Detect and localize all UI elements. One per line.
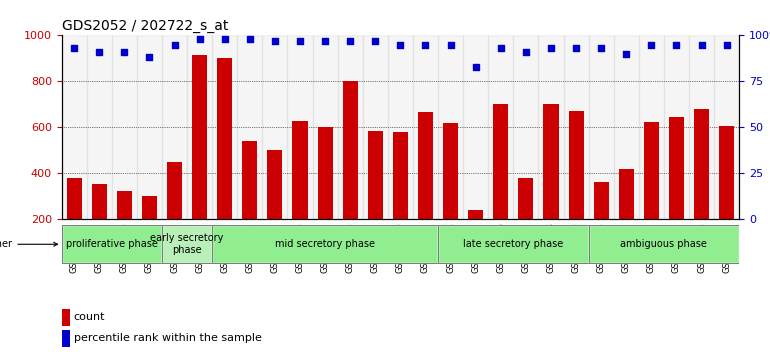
Point: [169, 42, 181, 47]
Bar: [343, 81, 358, 219]
Bar: [62, 309, 70, 326]
Bar: [644, 122, 659, 219]
Bar: [488, 35, 514, 219]
Bar: [614, 35, 639, 219]
Bar: [538, 35, 564, 219]
Bar: [468, 210, 484, 219]
FancyBboxPatch shape: [162, 225, 213, 263]
Text: other: other: [0, 239, 58, 249]
Bar: [62, 330, 70, 347]
Bar: [192, 55, 207, 219]
Point: [319, 38, 331, 44]
Point: [344, 38, 357, 44]
Bar: [689, 35, 714, 219]
Bar: [167, 162, 182, 219]
Bar: [213, 35, 237, 219]
Bar: [494, 104, 508, 219]
Bar: [463, 35, 488, 219]
Text: ambiguous phase: ambiguous phase: [621, 239, 708, 249]
Point: [93, 49, 105, 55]
Bar: [287, 35, 313, 219]
FancyBboxPatch shape: [62, 225, 162, 263]
Bar: [112, 35, 137, 219]
Point: [470, 64, 482, 69]
Bar: [368, 131, 383, 219]
Bar: [438, 35, 463, 219]
Point: [394, 42, 407, 47]
Bar: [714, 35, 739, 219]
Point: [595, 45, 608, 51]
Bar: [162, 35, 187, 219]
Text: mid secretory phase: mid secretory phase: [275, 239, 375, 249]
Point: [243, 36, 256, 42]
FancyBboxPatch shape: [438, 225, 588, 263]
Point: [671, 42, 683, 47]
Point: [570, 45, 582, 51]
Bar: [338, 35, 363, 219]
Bar: [413, 35, 438, 219]
Bar: [363, 35, 388, 219]
Point: [520, 49, 532, 55]
Point: [645, 42, 658, 47]
Bar: [443, 123, 458, 219]
Text: GDS2052 / 202722_s_at: GDS2052 / 202722_s_at: [62, 19, 228, 33]
Text: count: count: [74, 312, 105, 322]
Text: percentile rank within the sample: percentile rank within the sample: [74, 333, 262, 343]
Bar: [619, 169, 634, 219]
FancyBboxPatch shape: [588, 225, 739, 263]
Text: proliferative phase: proliferative phase: [66, 239, 158, 249]
Bar: [142, 196, 157, 219]
Bar: [388, 35, 413, 219]
Bar: [514, 35, 538, 219]
Bar: [313, 35, 338, 219]
Text: early secretory
phase: early secretory phase: [150, 233, 224, 255]
Point: [193, 36, 206, 42]
Bar: [267, 150, 283, 219]
Point: [420, 42, 432, 47]
Point: [721, 42, 733, 47]
Point: [695, 42, 708, 47]
Point: [494, 45, 507, 51]
Bar: [317, 127, 333, 219]
Bar: [418, 113, 433, 219]
Bar: [92, 184, 107, 219]
FancyBboxPatch shape: [213, 225, 438, 263]
Bar: [639, 35, 664, 219]
Bar: [243, 141, 257, 219]
Bar: [719, 126, 734, 219]
Point: [444, 42, 457, 47]
Point: [118, 49, 130, 55]
Bar: [117, 191, 132, 219]
Bar: [664, 35, 689, 219]
Point: [219, 36, 231, 42]
Point: [620, 51, 632, 57]
Bar: [544, 104, 558, 219]
Bar: [588, 35, 614, 219]
Bar: [669, 117, 684, 219]
Point: [143, 55, 156, 60]
Point: [294, 38, 306, 44]
Bar: [263, 35, 287, 219]
Bar: [217, 58, 233, 219]
Bar: [594, 182, 609, 219]
Bar: [137, 35, 162, 219]
Bar: [694, 109, 709, 219]
Bar: [518, 178, 534, 219]
Point: [68, 45, 80, 51]
Bar: [67, 178, 82, 219]
Bar: [237, 35, 263, 219]
Point: [369, 38, 381, 44]
Bar: [187, 35, 213, 219]
Bar: [568, 111, 584, 219]
Point: [545, 45, 557, 51]
Bar: [393, 132, 408, 219]
Bar: [293, 120, 307, 219]
Bar: [62, 35, 87, 219]
Text: late secretory phase: late secretory phase: [464, 239, 564, 249]
Bar: [87, 35, 112, 219]
Point: [269, 38, 281, 44]
Bar: [564, 35, 588, 219]
